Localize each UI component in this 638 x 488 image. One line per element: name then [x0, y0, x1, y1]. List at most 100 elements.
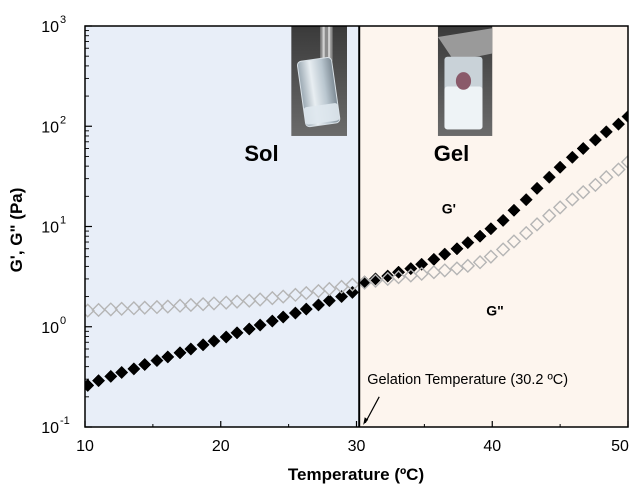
- g-double-prime-marker: [218, 295, 234, 310]
- g-double-prime-marker: [229, 294, 245, 309]
- g-prime-marker: [392, 265, 406, 279]
- g-prime-marker: [611, 117, 626, 131]
- g-double-prime-marker: [460, 258, 476, 274]
- g-double-prime-marker: [437, 263, 452, 278]
- g-double-prime-marker: [414, 266, 429, 282]
- g-double-prime-marker: [252, 292, 268, 307]
- gelation-arrow: [364, 396, 380, 424]
- y-tick-exponent: 3: [60, 14, 66, 26]
- gelation-line-group: Gelation Temperature (30.2 ºC): [358, 26, 568, 427]
- g-prime-marker: [92, 374, 106, 388]
- x-axis: 10 20 30 40 50: [76, 421, 629, 455]
- g-prime-marker: [519, 193, 533, 207]
- g-double-prime-marker: [322, 281, 337, 297]
- g-prime-marker: [335, 290, 349, 304]
- y-tick-exponent: 0: [60, 315, 66, 327]
- g-prime-marker: [565, 150, 579, 164]
- g-double-prime-marker: [620, 154, 628, 170]
- g-prime-marker: [173, 346, 187, 360]
- g-prime-marker: [450, 242, 464, 256]
- annotation-gel: Gel: [434, 141, 469, 166]
- g-double-prime-marker: [299, 285, 314, 301]
- annotation-sol: Sol: [244, 141, 278, 166]
- sol-vial-photo: [291, 26, 347, 136]
- annotations: Sol Gel G' G": [244, 141, 503, 318]
- g-prime-marker: [276, 310, 290, 324]
- annotation-g-prime: G': [442, 200, 456, 216]
- annotation-g-prime: G": [486, 302, 504, 318]
- y-tick-label: 10: [41, 320, 59, 337]
- g-double-prime-marker: [368, 273, 383, 289]
- x-tick-label: 10: [76, 438, 94, 455]
- g-double-prime-marker: [472, 255, 488, 270]
- y-tick-exponent: 1: [60, 215, 66, 227]
- gelation-arrowhead: [363, 417, 369, 425]
- g-double-prime-marker: [518, 225, 534, 241]
- g-prime-marker: [127, 362, 141, 376]
- g-prime-marker: [484, 222, 498, 236]
- g-prime-marker: [288, 306, 302, 320]
- g-prime-marker: [553, 160, 567, 174]
- g-prime-marker: [368, 272, 383, 286]
- g-prime-marker: [184, 342, 198, 356]
- y-axis-label: G', G" (Pa): [7, 188, 26, 273]
- g-prime-marker: [161, 350, 175, 364]
- g-double-prime-marker: [114, 301, 129, 316]
- g-double-prime-marker: [242, 293, 257, 308]
- y-tick-label: 10: [41, 420, 59, 437]
- g-double-prime-marker: [599, 170, 614, 185]
- g-prime-marker: [461, 236, 475, 250]
- g-prime-marker: [530, 181, 544, 195]
- g-double-prime-marker: [126, 301, 142, 316]
- g-double-prime-marker: [91, 302, 106, 318]
- g-prime-marker: [381, 269, 395, 283]
- g-double-prime-marker: [495, 242, 511, 257]
- g-prime-marker: [621, 109, 628, 124]
- x-axis-label: Temperature (ºC): [288, 465, 424, 484]
- x-tick-label: 40: [483, 438, 501, 455]
- g-prime-marker: [576, 141, 590, 156]
- y-tick-label: 10: [41, 220, 59, 237]
- g-prime-marker: [150, 354, 164, 368]
- y-tick-exponent: -1: [60, 415, 70, 427]
- g-prime-marker: [115, 365, 129, 380]
- x-tick-label: 30: [348, 438, 366, 455]
- g-double-prime-marker: [183, 297, 199, 313]
- g-prime-marker: [85, 378, 95, 392]
- y-tick-exponent: 2: [60, 114, 66, 126]
- g-prime-marker: [138, 357, 152, 372]
- g-double-prime-marker: [588, 177, 603, 193]
- g-double-prime-marker: [345, 277, 360, 292]
- g-double-prime-marker: [195, 296, 211, 312]
- g-double-prime-marker: [552, 200, 568, 215]
- g-prime-marker: [345, 285, 359, 299]
- data-markers: [85, 109, 628, 392]
- g-prime-marker: [415, 257, 429, 271]
- g-prime-marker: [311, 298, 326, 312]
- g-double-prime-marker: [576, 184, 591, 200]
- g-double-prime-marker: [542, 208, 557, 223]
- phase-regions: [85, 26, 628, 427]
- g-double-prime-marker: [529, 217, 545, 232]
- g-prime-marker: [588, 133, 602, 147]
- g-double-prime-marker: [103, 302, 118, 317]
- g-double-prime-marker: [611, 162, 626, 177]
- g-double-prime-marker: [483, 249, 499, 264]
- g-double-prime-marker: [149, 299, 165, 315]
- g-prime-marker: [507, 203, 521, 217]
- y-tick-label: 10: [41, 19, 59, 36]
- g-double-prime-marker: [449, 261, 465, 276]
- g-prime-marker: [230, 326, 244, 340]
- g-double-prime-marker: [160, 299, 175, 314]
- g-double-prime-marker: [85, 303, 95, 318]
- gel-vial-photo: [437, 26, 493, 136]
- vial-photos: [291, 26, 493, 136]
- g-prime-marker: [104, 369, 118, 383]
- g-double-prime-marker: [172, 298, 188, 313]
- g-prime-marker: [496, 213, 510, 227]
- g-prime-marker: [242, 322, 256, 336]
- g-double-prime-marker: [206, 296, 222, 311]
- x-tick-label: 20: [212, 438, 230, 455]
